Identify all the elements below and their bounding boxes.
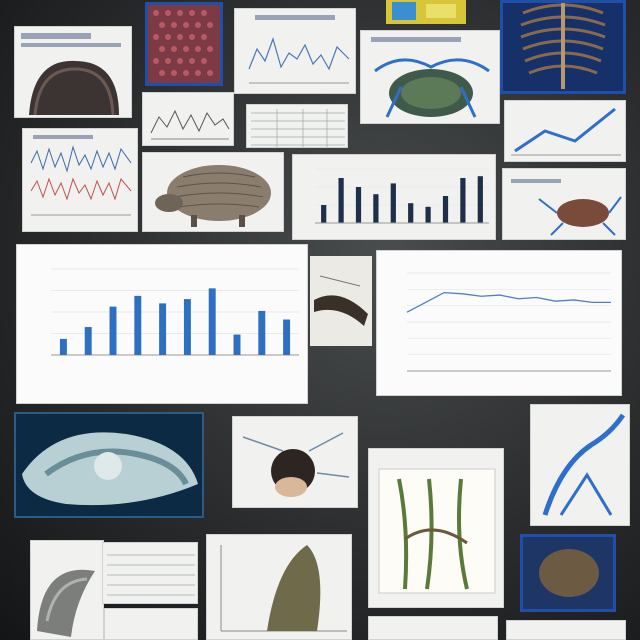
- shell-image-thumb: [30, 540, 104, 640]
- main-bar-chart-svg: [51, 268, 299, 356]
- bone-xray-image: [14, 412, 204, 518]
- waveform-chart-thumb: [22, 128, 138, 232]
- bar: [477, 176, 483, 223]
- footer-strip-thumb: [104, 608, 198, 640]
- ribcage-image: [500, 0, 626, 94]
- main-line-chart-svg: [406, 272, 611, 372]
- bar: [373, 194, 379, 223]
- specimen-photo-lower: [520, 534, 616, 612]
- anatomy-sketch-thumb: [142, 92, 234, 146]
- bar: [355, 187, 362, 223]
- bar: [183, 299, 191, 355]
- bar: [233, 334, 241, 355]
- main-line-chart: [376, 250, 622, 396]
- anatomy-thumb-dome: [14, 26, 132, 118]
- bar: [109, 306, 117, 355]
- small-bar-chart-svg: [315, 168, 489, 224]
- bar: [258, 310, 266, 355]
- footer-strip-thumb-2: [368, 616, 498, 640]
- blue-joint-diagram: [530, 404, 630, 526]
- bar: [59, 338, 67, 355]
- series-line: [406, 291, 611, 313]
- diagram-thumb-blue-lens: [360, 30, 500, 124]
- bar: [408, 203, 414, 223]
- bar: [338, 178, 344, 223]
- table-thumb: [246, 104, 348, 148]
- crab-diagram-thumb: [502, 168, 626, 240]
- knit-texture-image: [145, 2, 223, 86]
- bar: [390, 183, 396, 223]
- yellow-specimen-image: [386, 0, 466, 24]
- bar: [283, 319, 291, 355]
- bar: [425, 206, 431, 223]
- blue-diagram-thumb: [504, 100, 626, 162]
- bar: [134, 295, 142, 355]
- bar: [208, 288, 216, 355]
- footer-strip-thumb-3: [506, 620, 626, 640]
- foot-bone-sketch: [310, 256, 372, 346]
- line-chart-thumb-top: [234, 8, 356, 94]
- bar: [84, 327, 92, 355]
- small-bar-chart: [292, 154, 496, 240]
- armadillo-image: [142, 152, 284, 232]
- table-thumb-lower: [102, 542, 198, 604]
- bar: [442, 196, 449, 223]
- bar: [321, 205, 327, 223]
- skull-image: [232, 416, 358, 508]
- limb-sketch-image: [368, 448, 504, 608]
- bone-chart-thumb: [206, 534, 352, 640]
- bar: [159, 303, 167, 355]
- main-bar-chart: [16, 244, 308, 404]
- bar: [460, 178, 466, 223]
